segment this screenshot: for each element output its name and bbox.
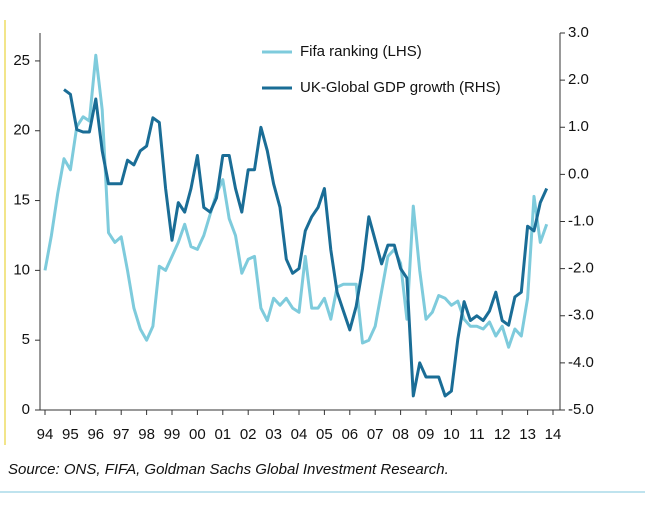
y-tick-label: 25 — [13, 52, 30, 69]
x-tick-label: 99 — [164, 426, 181, 443]
y2-tick-label: 3.0 — [568, 24, 589, 41]
legend-label: UK-Global GDP growth (RHS) — [300, 79, 501, 96]
x-tick-label: 09 — [418, 426, 435, 443]
x-tick-label: 10 — [443, 426, 460, 443]
x-tick-label: 06 — [341, 426, 358, 443]
x-tick-label: 11 — [469, 426, 485, 443]
x-tick-label: 08 — [392, 426, 409, 443]
y2-tick-label: -5.0 — [568, 401, 594, 418]
x-tick-label: 14 — [545, 426, 562, 443]
y2-tick-label: -3.0 — [568, 307, 594, 324]
x-tick-label: 00 — [189, 426, 206, 443]
series-line — [63, 88, 549, 398]
x-tick-label: 01 — [214, 426, 231, 443]
x-tick-label: 03 — [265, 426, 282, 443]
x-tick-label: 02 — [240, 426, 257, 443]
y2-tick-label: -2.0 — [568, 260, 594, 277]
x-tick-label: 04 — [291, 426, 308, 443]
y-tick-label: 5 — [22, 331, 30, 348]
x-tick-label: 97 — [113, 426, 130, 443]
x-tick-label: 94 — [37, 426, 54, 443]
y-tick-label: 0 — [22, 401, 30, 418]
x-tick-label: 13 — [519, 426, 536, 443]
source: Source: ONS, FIFA, Goldman Sachs Global … — [8, 461, 449, 478]
x-tick-label: 96 — [87, 426, 104, 443]
y2-tick-label: 2.0 — [568, 71, 589, 88]
y-tick-label: 10 — [13, 261, 30, 278]
legend-label: Fifa ranking (LHS) — [300, 43, 422, 60]
x-tick-label: 12 — [494, 426, 511, 443]
x-tick-label: 95 — [62, 426, 79, 443]
series-line — [43, 53, 549, 349]
y2-tick-label: 1.0 — [568, 118, 589, 135]
y2-tick-label: 0.0 — [568, 165, 589, 182]
x-tick-label: 07 — [367, 426, 384, 443]
y2-tick-label: -4.0 — [568, 354, 594, 371]
x-tick-label: 05 — [316, 426, 333, 443]
y2-tick-label: -1.0 — [568, 212, 594, 229]
y-tick-label: 20 — [13, 122, 30, 139]
y-tick-label: 15 — [13, 192, 30, 209]
x-tick-label: 98 — [138, 426, 155, 443]
